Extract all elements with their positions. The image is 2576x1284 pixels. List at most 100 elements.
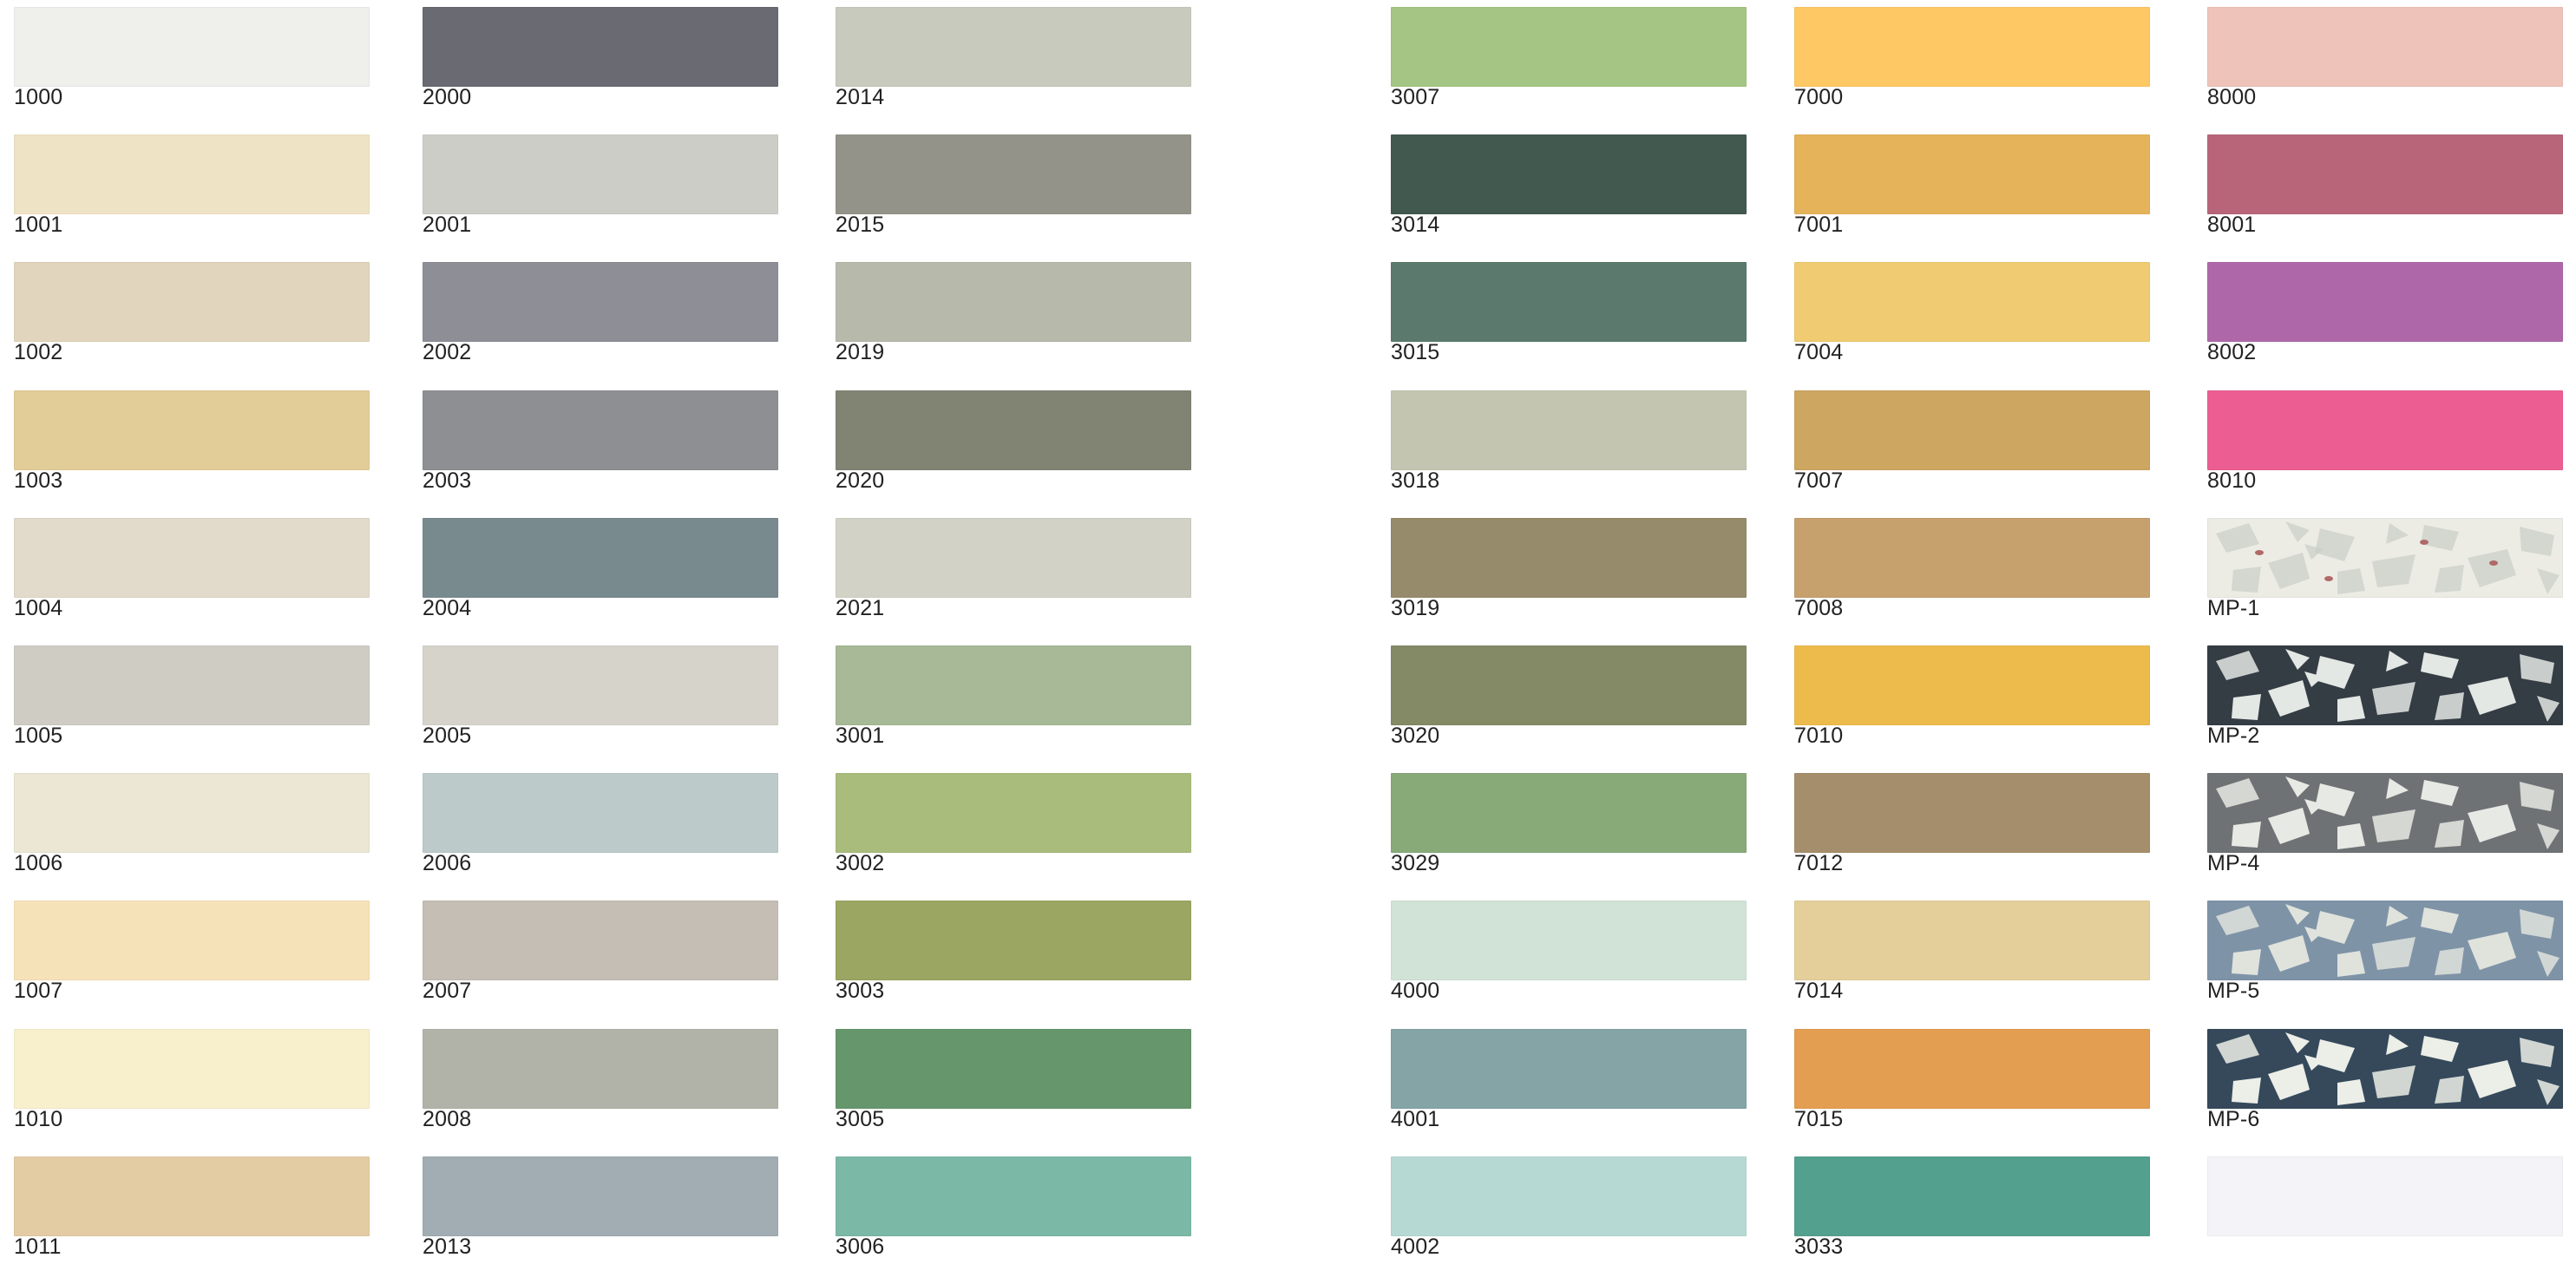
color-swatch[interactable] <box>836 390 1191 470</box>
color-swatch-item[interactable]: 3002 <box>836 773 1191 901</box>
color-swatch-item[interactable]: 1007 <box>14 901 370 1028</box>
color-swatch[interactable] <box>423 773 778 854</box>
color-swatch[interactable] <box>836 1028 1191 1109</box>
color-swatch-item[interactable]: 3029 <box>1391 773 1747 901</box>
color-swatch[interactable] <box>14 390 370 470</box>
color-swatch-item[interactable]: 2020 <box>836 390 1191 518</box>
color-swatch[interactable] <box>2207 390 2563 470</box>
color-swatch-item[interactable]: 7001 <box>1794 134 2150 262</box>
color-swatch[interactable] <box>836 773 1191 854</box>
color-swatch[interactable] <box>1794 1156 2150 1236</box>
color-swatch-item[interactable]: 1000 <box>14 7 370 134</box>
color-swatch-item[interactable]: 1006 <box>14 773 370 901</box>
color-swatch-item[interactable]: 7007 <box>1794 390 2150 518</box>
color-swatch[interactable] <box>1794 390 2150 470</box>
color-swatch-item[interactable]: 2021 <box>836 517 1191 645</box>
color-swatch[interactable] <box>1794 1028 2150 1109</box>
color-swatch-item[interactable]: 3003 <box>836 901 1191 1028</box>
color-swatch-item[interactable]: 2019 <box>836 262 1191 390</box>
color-swatch-item[interactable]: 3006 <box>836 1156 1191 1284</box>
color-swatch[interactable] <box>14 901 370 981</box>
color-swatch-item[interactable]: 2006 <box>423 773 778 901</box>
color-swatch-item[interactable]: 7010 <box>1794 645 2150 773</box>
color-swatch[interactable] <box>1794 7 2150 87</box>
color-swatch[interactable] <box>14 7 370 87</box>
color-swatch[interactable] <box>1391 7 1747 87</box>
color-swatch-item[interactable] <box>2207 1156 2563 1284</box>
color-swatch[interactable] <box>1391 773 1747 854</box>
color-swatch[interactable] <box>14 517 370 598</box>
color-swatch-item[interactable]: MP-5 <box>2207 901 2563 1028</box>
color-swatch[interactable] <box>423 390 778 470</box>
color-swatch[interactable] <box>423 517 778 598</box>
color-swatch[interactable] <box>2207 134 2563 215</box>
color-swatch-item[interactable]: 4001 <box>1391 1028 1747 1156</box>
color-swatch[interactable] <box>1391 1156 1747 1236</box>
color-swatch-item[interactable]: MP-6 <box>2207 1028 2563 1156</box>
color-swatch[interactable] <box>1391 645 1747 725</box>
color-swatch-item[interactable]: 8000 <box>2207 7 2563 134</box>
color-swatch-item[interactable]: 7004 <box>1794 262 2150 390</box>
color-swatch-item[interactable]: 2005 <box>423 645 778 773</box>
color-swatch[interactable] <box>423 1028 778 1109</box>
color-swatch[interactable] <box>1391 901 1747 981</box>
color-swatch[interactable] <box>14 645 370 725</box>
color-swatch[interactable] <box>836 7 1191 87</box>
color-swatch-item[interactable]: 2015 <box>836 134 1191 262</box>
color-swatch[interactable] <box>2207 645 2563 725</box>
color-swatch[interactable] <box>836 1156 1191 1236</box>
color-swatch-item[interactable]: 3001 <box>836 645 1191 773</box>
color-swatch-item[interactable]: 7015 <box>1794 1028 2150 1156</box>
color-swatch-item[interactable]: 3019 <box>1391 517 1747 645</box>
color-swatch-item[interactable]: 3033 <box>1794 1156 2150 1284</box>
color-swatch[interactable] <box>836 645 1191 725</box>
color-swatch-item[interactable]: 7012 <box>1794 773 2150 901</box>
color-swatch[interactable] <box>1794 645 2150 725</box>
color-swatch[interactable] <box>2207 1156 2563 1236</box>
color-swatch-item[interactable]: 2000 <box>423 7 778 134</box>
color-swatch-item[interactable]: 3007 <box>1391 7 1747 134</box>
color-swatch-item[interactable]: MP-2 <box>2207 645 2563 773</box>
color-swatch[interactable] <box>836 134 1191 215</box>
color-swatch[interactable] <box>1794 773 2150 854</box>
color-swatch[interactable] <box>423 262 778 343</box>
color-swatch[interactable] <box>14 773 370 854</box>
color-swatch-item[interactable]: 7008 <box>1794 517 2150 645</box>
color-swatch[interactable] <box>1391 517 1747 598</box>
color-swatch-item[interactable]: 7014 <box>1794 901 2150 1028</box>
color-swatch[interactable] <box>836 517 1191 598</box>
color-swatch-item[interactable]: 4000 <box>1391 901 1747 1028</box>
color-swatch[interactable] <box>1794 901 2150 981</box>
color-swatch-item[interactable]: 8002 <box>2207 262 2563 390</box>
color-swatch[interactable] <box>423 1156 778 1236</box>
color-swatch[interactable] <box>2207 517 2563 598</box>
color-swatch[interactable] <box>2207 262 2563 343</box>
color-swatch[interactable] <box>14 1156 370 1236</box>
color-swatch[interactable] <box>14 262 370 343</box>
color-swatch[interactable] <box>423 901 778 981</box>
color-swatch[interactable] <box>423 645 778 725</box>
color-swatch-item[interactable]: 2001 <box>423 134 778 262</box>
color-swatch-item[interactable]: MP-4 <box>2207 773 2563 901</box>
color-swatch[interactable] <box>1391 134 1747 215</box>
color-swatch[interactable] <box>14 1028 370 1109</box>
color-swatch[interactable] <box>14 134 370 215</box>
color-swatch-item[interactable]: 3005 <box>836 1028 1191 1156</box>
color-swatch[interactable] <box>1391 262 1747 343</box>
color-swatch-item[interactable]: 8001 <box>2207 134 2563 262</box>
color-swatch-item[interactable]: 8010 <box>2207 390 2563 518</box>
color-swatch-item[interactable]: 3018 <box>1391 390 1747 518</box>
color-swatch-item[interactable]: 2008 <box>423 1028 778 1156</box>
color-swatch[interactable] <box>1794 134 2150 215</box>
color-swatch-item[interactable]: 3020 <box>1391 645 1747 773</box>
color-swatch-item[interactable]: 2003 <box>423 390 778 518</box>
color-swatch-item[interactable]: 7000 <box>1794 7 2150 134</box>
color-swatch-item[interactable]: 1005 <box>14 645 370 773</box>
color-swatch[interactable] <box>2207 901 2563 981</box>
color-swatch-item[interactable]: 1001 <box>14 134 370 262</box>
color-swatch-item[interactable]: 1003 <box>14 390 370 518</box>
color-swatch[interactable] <box>2207 1028 2563 1109</box>
color-swatch-item[interactable]: 3015 <box>1391 262 1747 390</box>
color-swatch[interactable] <box>423 7 778 87</box>
color-swatch-item[interactable]: MP-1 <box>2207 517 2563 645</box>
